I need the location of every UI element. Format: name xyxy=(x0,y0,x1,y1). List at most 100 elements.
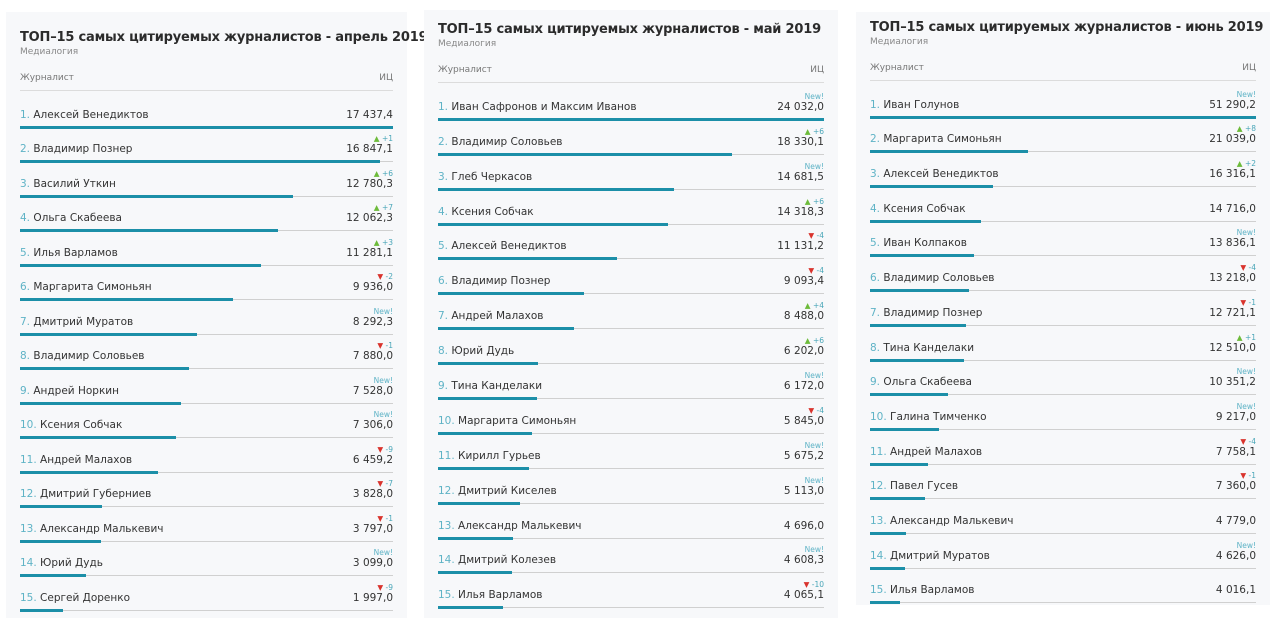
value-bar xyxy=(20,470,159,474)
column-header: Журналист ИЦ xyxy=(870,63,1256,81)
journalist-name: Илья Варламов xyxy=(458,589,543,602)
journalist-name: Андрей Малахов xyxy=(890,445,983,458)
value-bar xyxy=(20,125,393,129)
value-bar xyxy=(438,117,824,121)
rank-change-badge: ▲ +7 xyxy=(374,203,393,212)
rank-number: 13. xyxy=(870,514,887,527)
rank-change-text: New! xyxy=(373,410,393,419)
rank-change-text: -2 xyxy=(385,272,393,281)
arrow-up-icon: ▲ xyxy=(1236,124,1245,134)
bar-track xyxy=(870,394,1256,396)
citation-index-value: 6 459,2 xyxy=(352,453,393,466)
rank-change-badge: ▲ +4 xyxy=(805,301,824,310)
rank-change-badge: New! xyxy=(1237,541,1256,550)
table-row: 15. Илья Варламов 4 065,1 ▼ -10 xyxy=(438,575,824,610)
bar-track xyxy=(20,540,393,542)
rank-change-badge: ▼ -4 xyxy=(1240,437,1256,446)
rank-change-badge: ▼ -9 xyxy=(377,445,393,454)
bar-track xyxy=(438,258,824,260)
citation-index-value: 4 065,1 xyxy=(783,589,824,602)
rank-change-badge: ▼ -4 xyxy=(808,231,824,240)
journalist-name-cell: 4. Ольга Скабеева xyxy=(20,212,122,224)
journalist-name-cell: 13. Александр Малькевич xyxy=(20,523,164,535)
journalist-name-cell: 9. Ольга Скабеева xyxy=(870,376,972,388)
journalist-name-cell: 6. Владимир Соловьев xyxy=(870,272,994,284)
rank-number: 5. xyxy=(870,237,881,250)
journalist-name: Галина Тимченко xyxy=(890,410,987,423)
rank-change-badge: ▼ -7 xyxy=(377,479,393,488)
bar-track xyxy=(20,609,393,611)
table-row: 12. Дмитрий Губерниев 3 828,0 ▼ -7 xyxy=(20,475,393,510)
citation-index-value: 4 016,1 xyxy=(1215,584,1256,597)
table-row: 5. Илья Варламов 11 281,1 ▲ +3 xyxy=(20,233,393,268)
table-row: 10. Галина Тимченко 9 217,0 New! xyxy=(870,397,1256,432)
table-row: 5. Иван Колпаков 13 836,1 New! xyxy=(870,224,1256,259)
rank-change-text: -1 xyxy=(1248,297,1256,307)
rank-number: 14. xyxy=(438,554,455,567)
column-name-header: Журналист xyxy=(870,63,924,73)
rank-change-text: -1 xyxy=(385,341,393,350)
rank-change-text: New! xyxy=(804,371,824,381)
journalist-name-cell: 2. Владимир Познер xyxy=(20,143,132,155)
bar-track xyxy=(20,402,393,404)
rank-change-text: -1 xyxy=(385,513,393,523)
value-bar xyxy=(438,571,513,575)
panel-title: ТОП–15 самых цитируемых журналистов - ап… xyxy=(20,30,428,45)
table-row: 2. Маргарита Симоньян 21 039,0 ▲ +8 xyxy=(870,120,1256,155)
rank-number: 11. xyxy=(438,449,455,462)
rank-change-badge: ▼ -2 xyxy=(377,272,393,281)
rank-change-badge: ▲ +1 xyxy=(1237,333,1256,342)
rank-change-text: -4 xyxy=(1248,436,1256,446)
journalist-name-cell: 4. Ксения Собчак xyxy=(870,203,966,215)
journalist-name: Андрей Малахов xyxy=(40,453,133,466)
table-row: 8. Владимир Соловьев 7 880,0 ▼ -1 xyxy=(20,337,393,372)
column-header: Журналист ИЦ xyxy=(438,65,824,83)
rank-change-badge: ▼ -1 xyxy=(377,514,393,523)
rank-change-badge: ▼ -1 xyxy=(1240,298,1256,307)
arrow-down-icon: ▼ xyxy=(377,479,386,488)
citation-index-value: 11 131,2 xyxy=(777,240,824,253)
journalist-name: Иван Сафронов и Максим Иванов xyxy=(451,100,637,113)
value-bar xyxy=(20,332,198,336)
citation-index-value: 21 039,0 xyxy=(1209,133,1256,146)
journalist-name-cell: 5. Илья Варламов xyxy=(20,247,118,259)
citation-index-value: 3 099,0 xyxy=(352,557,393,569)
journalist-name: Владимир Соловьев xyxy=(451,135,563,148)
column-value-header: ИЦ xyxy=(379,73,393,83)
arrow-down-icon: ▼ xyxy=(1240,297,1249,307)
value-bar xyxy=(438,152,733,156)
rank-number: 11. xyxy=(20,453,37,466)
journalist-name: Дмитрий Муратов xyxy=(33,315,134,328)
journalist-name-cell: 5. Иван Колпаков xyxy=(870,237,967,249)
value-bar xyxy=(20,263,262,267)
journalist-name-cell: 1. Иван Сафронов и Максим Иванов xyxy=(438,101,637,113)
journalist-name-cell: 2. Владимир Соловьев xyxy=(438,136,562,148)
arrow-up-icon: ▲ xyxy=(1236,159,1245,169)
rank-change-text: New! xyxy=(804,91,824,101)
table-row: 4. Ксения Собчак 14 716,0 xyxy=(870,189,1256,224)
bar-track xyxy=(870,151,1256,153)
rank-change-badge: ▲ +2 xyxy=(1237,159,1256,168)
rank-change-badge: ▼ -10 xyxy=(804,580,824,589)
rank-change-badge: New! xyxy=(805,441,824,450)
journalist-name-cell: 15. Илья Варламов xyxy=(438,589,542,601)
panel-title: ТОП–15 самых цитируемых журналистов - ма… xyxy=(438,22,821,37)
journalist-name-cell: 9. Тина Канделаки xyxy=(438,380,542,392)
journalist-name: Владимир Познер xyxy=(883,306,983,319)
rank-number: 7. xyxy=(20,315,31,328)
bar-track xyxy=(438,467,824,469)
table-row: 14. Дмитрий Муратов 4 626,0 New! xyxy=(870,536,1256,571)
bar-track xyxy=(870,602,1256,604)
table-row: 7. Владимир Познер 12 721,1 ▼ -1 xyxy=(870,293,1256,328)
bar-track xyxy=(20,333,393,335)
rank-number: 13. xyxy=(438,519,455,532)
value-bar xyxy=(870,531,906,535)
rank-change-badge: New! xyxy=(805,371,824,380)
table-row: 15. Сергей Доренко 1 997,0 ▼ -9 xyxy=(20,578,393,613)
journalist-name-cell: 13. Александр Малькевич xyxy=(870,515,1014,527)
arrow-down-icon: ▼ xyxy=(808,231,817,241)
bar-track xyxy=(20,575,393,576)
value-bar xyxy=(870,427,940,431)
journalist-name-cell: 7. Андрей Малахов xyxy=(438,310,543,322)
rank-change-text: New! xyxy=(1236,367,1256,377)
